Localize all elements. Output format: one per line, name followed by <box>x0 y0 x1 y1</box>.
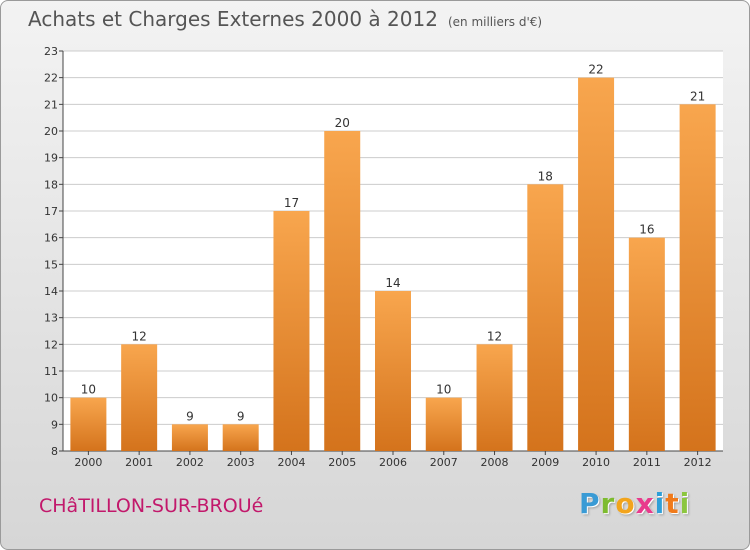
value-label-2000: 10 <box>81 383 96 397</box>
y-tick-label: 23 <box>44 45 58 58</box>
y-tick-label: 20 <box>44 125 58 138</box>
x-tick-label-2001: 2001 <box>125 456 153 469</box>
value-label-2011: 16 <box>639 223 654 237</box>
x-tick-label-2012: 2012 <box>684 456 712 469</box>
proxiti-logo: Proxiti <box>579 487 690 520</box>
bar-2005 <box>324 131 361 451</box>
value-label-2007: 10 <box>436 383 451 397</box>
logo-letter: P <box>579 487 601 520</box>
y-tick-label: 11 <box>44 365 58 378</box>
y-tick-label: 13 <box>44 312 58 325</box>
y-tick-label: 9 <box>51 418 58 431</box>
x-tick-label-2005: 2005 <box>328 456 356 469</box>
x-tick-label-2009: 2009 <box>531 456 559 469</box>
value-label-2010: 22 <box>588 63 603 77</box>
y-tick-label: 12 <box>44 338 58 351</box>
y-tick-label: 18 <box>44 178 58 191</box>
y-tick-label: 15 <box>44 258 58 271</box>
y-tick-label: 16 <box>44 232 58 245</box>
bar-2000 <box>70 397 107 451</box>
bar-2001 <box>121 344 158 451</box>
value-label-2004: 17 <box>284 196 299 210</box>
bar-2003 <box>222 424 259 451</box>
logo-letter: x <box>635 487 655 520</box>
x-tick-label-2000: 2000 <box>74 456 102 469</box>
logo-letter: t <box>665 487 680 520</box>
value-label-2002: 9 <box>186 409 194 423</box>
chart-title-text: Achats et Charges Externes 2000 à 2012 <box>28 7 438 31</box>
y-tick-label: 17 <box>44 205 58 218</box>
y-tick-label: 8 <box>51 445 58 458</box>
logo-letter: i <box>679 487 691 520</box>
y-tick-label: 22 <box>44 72 58 85</box>
x-tick-label-2008: 2008 <box>481 456 509 469</box>
bar-2012 <box>679 104 716 451</box>
bar-2004 <box>273 211 310 451</box>
bar-2008 <box>476 344 513 451</box>
chart-title: Achats et Charges Externes 2000 à 2012 (e… <box>28 7 542 31</box>
x-tick-label-2007: 2007 <box>430 456 458 469</box>
y-tick-label: 21 <box>44 98 58 111</box>
y-tick-label: 19 <box>44 152 58 165</box>
value-label-2003: 9 <box>237 409 245 423</box>
city-name: CHâTILLON-SUR-BROUé <box>39 495 264 517</box>
x-tick-label-2004: 2004 <box>277 456 305 469</box>
bar-2010 <box>578 77 615 452</box>
x-tick-label-2006: 2006 <box>379 456 407 469</box>
bar-2007 <box>425 397 462 451</box>
chart-unit: (en milliers d'€) <box>447 15 543 29</box>
y-tick-label: 10 <box>44 392 58 405</box>
bar-2002 <box>171 424 208 451</box>
x-tick-label-2011: 2011 <box>633 456 661 469</box>
value-label-2006: 14 <box>385 276 400 290</box>
x-tick-label-2010: 2010 <box>582 456 610 469</box>
value-label-2008: 12 <box>487 329 502 343</box>
x-tick-label-2002: 2002 <box>176 456 204 469</box>
y-tick-label: 14 <box>44 285 58 298</box>
bar-2006 <box>375 291 411 451</box>
value-label-2001: 12 <box>132 329 147 343</box>
value-label-2012: 21 <box>690 89 705 103</box>
logo-letter: i <box>654 487 666 520</box>
bar-2011 <box>628 237 665 451</box>
bar-2009 <box>527 184 564 452</box>
value-label-2009: 18 <box>538 169 553 183</box>
logo-letter: o <box>615 487 636 520</box>
value-label-2005: 20 <box>335 116 350 130</box>
logo-letter: r <box>600 487 616 520</box>
x-tick-label-2003: 2003 <box>227 456 255 469</box>
